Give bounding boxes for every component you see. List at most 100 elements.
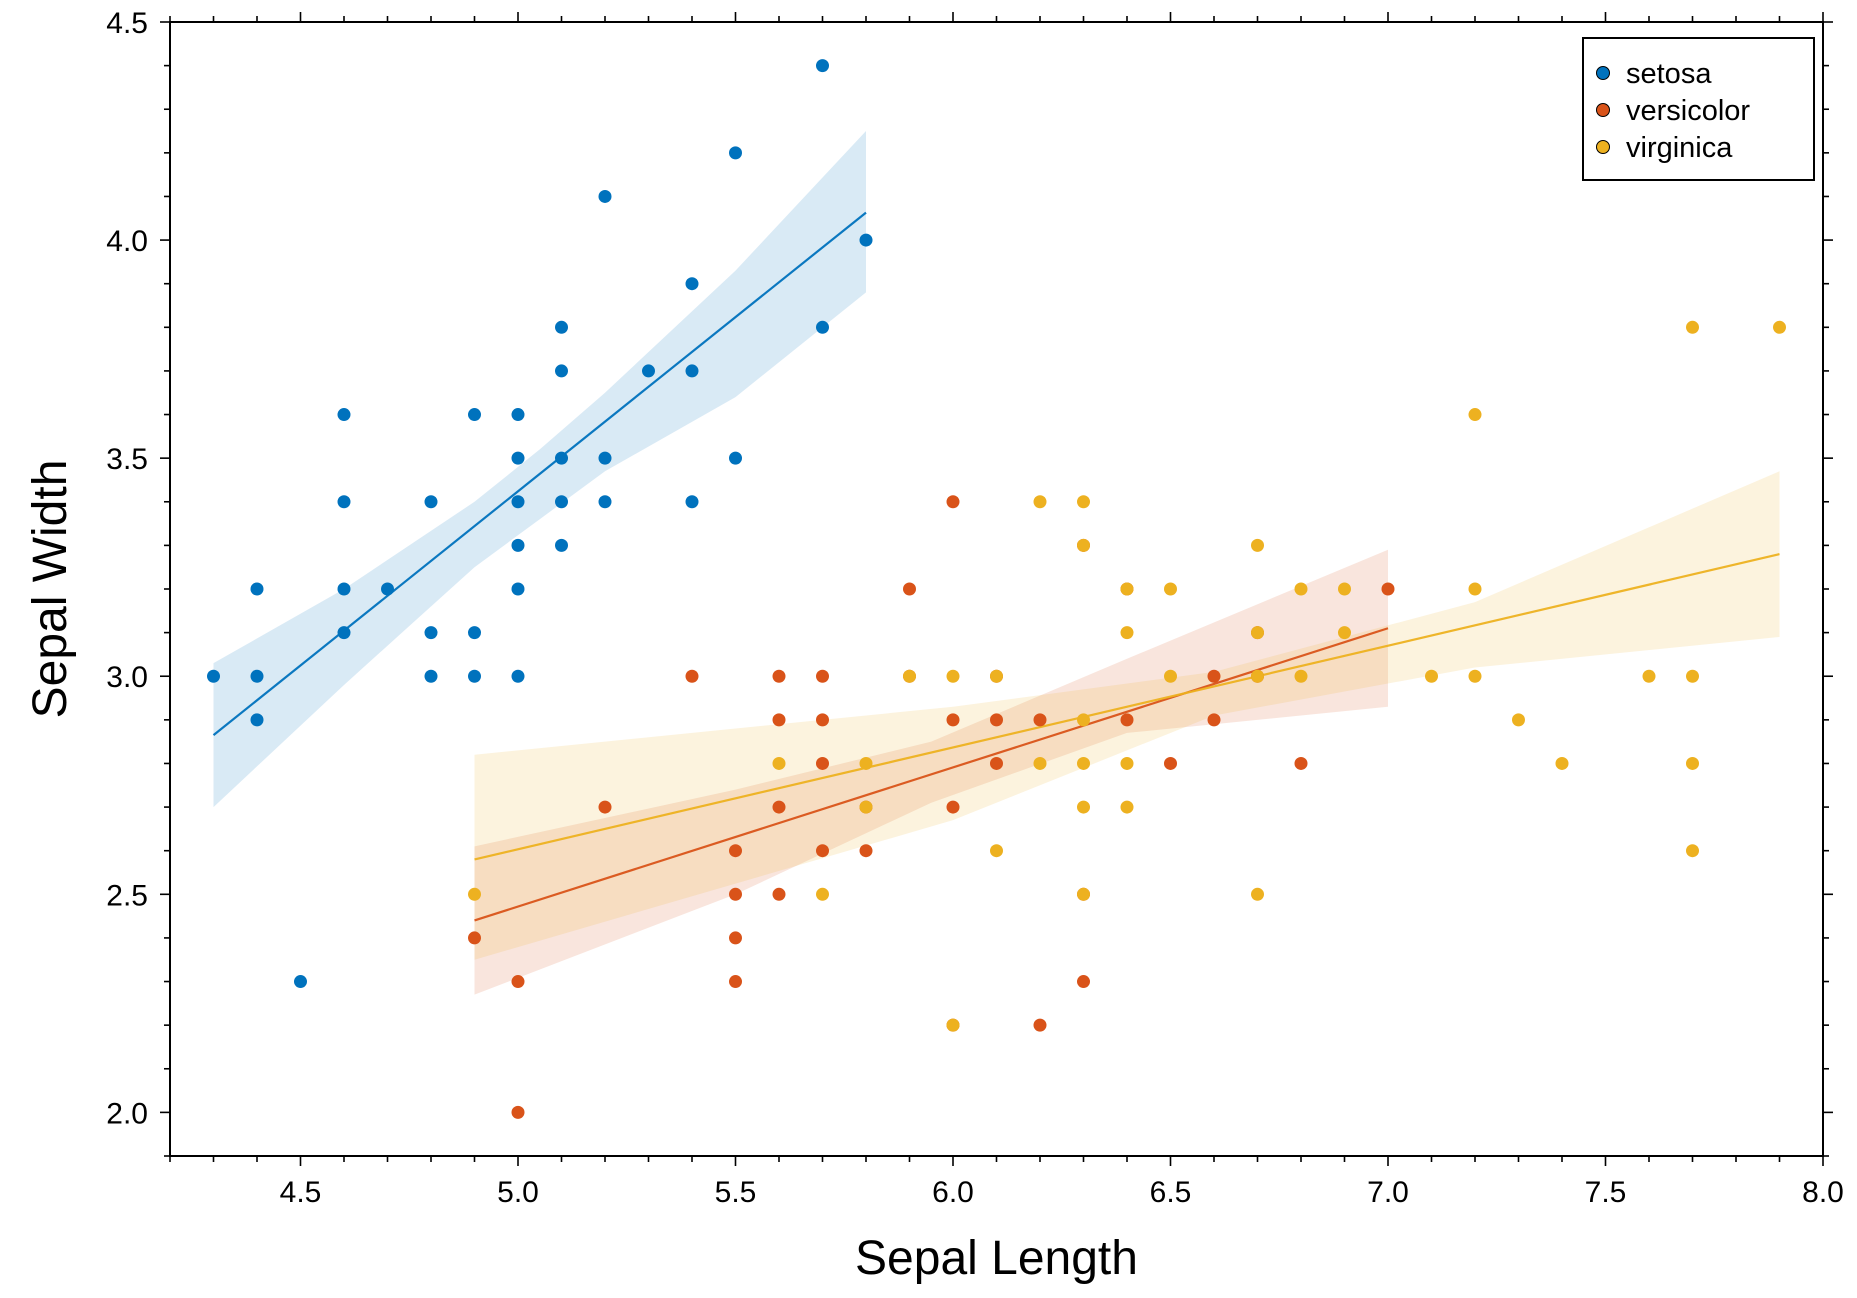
legend-label-setosa: setosa	[1626, 58, 1712, 90]
point-setosa	[816, 59, 829, 73]
point-setosa	[468, 669, 481, 683]
point-versicolor	[511, 975, 525, 989]
point-versicolor	[1164, 756, 1177, 770]
point-setosa	[555, 538, 568, 552]
point-virginica	[946, 669, 960, 683]
point-setosa	[729, 451, 742, 465]
x-tick-label: 6.5	[1150, 1176, 1192, 1209]
point-versicolor	[1120, 713, 1134, 727]
point-versicolor	[990, 756, 1003, 770]
x-tick-label: 5.0	[497, 1176, 539, 1209]
x-axis-title: Sepal Length	[855, 1232, 1138, 1285]
point-virginica	[1468, 582, 1482, 596]
legend-box	[1582, 37, 1815, 181]
point-setosa	[511, 408, 525, 422]
point-versicolor	[1033, 713, 1047, 727]
y-tick-label: 4.0	[106, 225, 148, 258]
point-versicolor	[468, 931, 481, 945]
point-versicolor	[1294, 756, 1308, 770]
x-tick-labels: 4.5 5.0 5.5 6.0 6.5 7.0 7.5 8.0	[280, 1176, 1844, 1209]
point-virginica	[1251, 887, 1264, 901]
point-versicolor	[816, 844, 829, 858]
point-virginica	[1077, 800, 1090, 814]
point-versicolor	[1207, 669, 1221, 683]
y-axis-title: Sepal Width	[24, 460, 77, 719]
point-setosa	[250, 582, 264, 596]
point-versicolor	[903, 582, 916, 596]
point-virginica	[1251, 669, 1264, 683]
point-virginica	[1642, 669, 1656, 683]
point-virginica	[1120, 756, 1134, 770]
point-versicolor	[816, 756, 829, 770]
point-versicolor	[946, 713, 960, 727]
point-setosa	[598, 451, 612, 465]
point-versicolor	[772, 887, 786, 901]
regression-lines	[212, 211, 1780, 922]
point-setosa	[511, 495, 525, 509]
legend: setosa versicolor virginica	[1582, 37, 1815, 181]
point-setosa	[207, 669, 220, 683]
point-versicolor	[598, 800, 612, 814]
point-setosa	[337, 626, 351, 640]
point-virginica	[859, 756, 873, 770]
point-virginica	[1468, 408, 1482, 422]
point-virginica	[1120, 800, 1134, 814]
x-tick-label: 5.5	[715, 1176, 757, 1209]
point-versicolor	[729, 887, 742, 901]
point-setosa	[337, 495, 351, 509]
point-setosa	[294, 975, 307, 989]
point-virginica	[1686, 320, 1699, 334]
point-versicolor	[946, 800, 960, 814]
legend-marker-versicolor	[1596, 103, 1610, 117]
point-setosa	[859, 233, 873, 247]
point-setosa	[337, 582, 351, 596]
point-virginica	[990, 844, 1003, 858]
point-virginica	[1686, 669, 1699, 683]
point-virginica	[1338, 582, 1351, 596]
y-tick-label: 2.5	[106, 879, 148, 912]
legend-label-versicolor: versicolor	[1626, 95, 1750, 127]
point-virginica	[1425, 669, 1438, 683]
y-tick-label: 3.0	[106, 661, 148, 694]
point-setosa	[424, 669, 438, 683]
point-versicolor	[1381, 582, 1395, 596]
point-setosa	[598, 189, 612, 203]
point-versicolor	[772, 713, 786, 727]
point-setosa	[555, 364, 568, 378]
point-virginica	[1468, 669, 1482, 683]
confidence-bands	[213, 131, 1780, 995]
point-setosa	[337, 408, 351, 422]
point-virginica	[1512, 713, 1525, 727]
point-versicolor	[729, 931, 742, 945]
point-setosa	[555, 320, 568, 334]
point-virginica	[816, 887, 829, 901]
y-tick-label: 3.5	[106, 443, 148, 476]
point-virginica	[1773, 320, 1786, 334]
point-virginica	[1555, 756, 1569, 770]
point-virginica	[859, 800, 873, 814]
point-versicolor	[946, 495, 960, 509]
legend-marker-virginica	[1596, 140, 1610, 154]
point-setosa	[424, 626, 438, 640]
point-virginica	[946, 1018, 960, 1032]
point-virginica	[1033, 756, 1047, 770]
point-setosa	[511, 538, 525, 552]
point-virginica	[990, 669, 1003, 683]
point-setosa	[685, 364, 699, 378]
y-tick-label: 4.5	[106, 7, 148, 40]
confidence-band-setosa	[213, 131, 866, 808]
point-versicolor	[859, 844, 873, 858]
point-setosa	[511, 451, 525, 465]
data-points	[207, 59, 1786, 1119]
point-virginica	[1251, 626, 1264, 640]
point-versicolor	[816, 669, 829, 683]
legend-marker-setosa	[1596, 66, 1610, 80]
point-virginica	[1686, 756, 1699, 770]
point-versicolor	[1207, 713, 1221, 727]
point-virginica	[903, 669, 916, 683]
point-setosa	[381, 582, 394, 596]
point-setosa	[250, 669, 264, 683]
point-versicolor	[685, 669, 699, 683]
point-virginica	[1077, 713, 1090, 727]
